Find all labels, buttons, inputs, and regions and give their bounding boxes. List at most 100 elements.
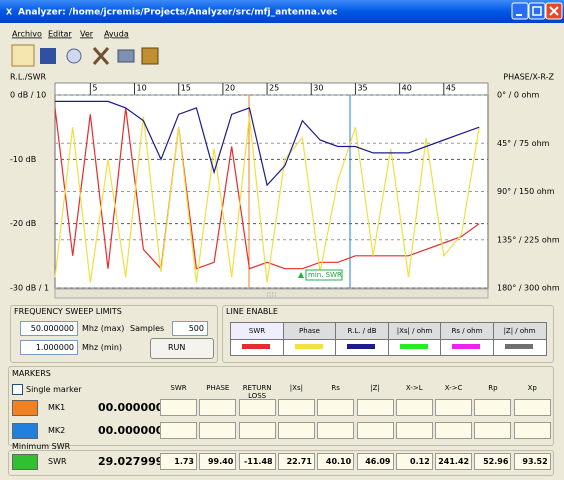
y-axis-title: R.L./SWR <box>10 73 47 82</box>
marker-swatch[interactable] <box>12 423 38 439</box>
column-header: |Z| <box>370 384 380 392</box>
print-button[interactable] <box>117 49 135 63</box>
legend-header: |Z| / ohm <box>492 322 547 340</box>
value-cell <box>277 422 315 439</box>
y2-tick-label: 0° / 0 ohm <box>497 91 539 100</box>
marker-name: SWR <box>48 457 67 466</box>
value-cell: 0.12 <box>395 453 433 470</box>
help-button[interactable] <box>66 48 82 64</box>
sweep-title: FREQUENCY SWEEP LIMITS <box>14 307 122 316</box>
open-button[interactable] <box>11 44 35 67</box>
min-swr-icon <box>298 272 304 278</box>
value-cell: 22.71 <box>277 453 315 470</box>
x-tick-label: 35 <box>357 84 367 93</box>
value-cell <box>513 422 551 439</box>
line-enable-panel <box>222 305 554 363</box>
maximize-button[interactable] <box>528 2 546 20</box>
value-cell <box>395 399 433 416</box>
x-tick-label: 20 <box>225 84 235 93</box>
value-cell <box>238 422 276 439</box>
markers-title: MARKERS <box>12 369 51 378</box>
column-header: Xp <box>527 384 537 392</box>
samples-input[interactable]: 500 <box>172 321 208 336</box>
value-cell: 1.73 <box>160 453 197 470</box>
legend-header: Phase <box>282 322 337 340</box>
marker-name: MK2 <box>48 426 66 435</box>
value-cell <box>238 399 276 416</box>
menu-item[interactable]: Editar <box>48 30 72 39</box>
value-cell <box>160 422 197 439</box>
max-unit: Mhz (max) <box>82 324 125 333</box>
legend-swatch <box>504 344 533 349</box>
marker-swatch[interactable] <box>12 400 38 416</box>
value-cell <box>356 399 394 416</box>
markers-panel <box>8 366 554 446</box>
x-tick-label: 10 <box>137 84 147 93</box>
menu-item[interactable]: Ayuda <box>104 30 129 39</box>
column-header: PHASE <box>206 384 230 392</box>
min-input[interactable]: 1.000000 <box>20 340 78 355</box>
line-enable-title: LINE ENABLE <box>226 307 278 316</box>
min-swr-title: Minimum SWR <box>12 442 71 451</box>
marker-frequency: 00.000000 <box>98 401 164 414</box>
samples-label: Samples <box>130 324 165 333</box>
legend-header: R.L. / dB <box>335 322 389 340</box>
x-tick-label: 15 <box>181 84 191 93</box>
legend-swatch <box>294 344 323 349</box>
value-cell <box>435 422 473 439</box>
series-line <box>55 100 480 187</box>
value-cell <box>474 399 512 416</box>
run-button[interactable] <box>150 338 214 359</box>
resize-grip: :::: <box>266 290 277 299</box>
legend-header: |Xs| / ohm <box>387 322 442 340</box>
value-cell <box>513 399 551 416</box>
y2-tick-label: 180° / 300 ohm <box>497 284 560 293</box>
single-marker-label: Single marker <box>26 385 82 394</box>
y2-axis-title: PHASE/X-R-Z <box>503 73 554 82</box>
column-header: RETURN LOSS <box>242 384 272 400</box>
x-tick-label: 25 <box>269 84 279 93</box>
window-title: Analyzer: /home/jcremis/Projects/Analyze… <box>18 8 338 18</box>
legend-header: Rs / ohm <box>440 322 494 340</box>
value-cell <box>317 422 355 439</box>
resize-strip[interactable] <box>54 288 489 299</box>
marker-name: MK1 <box>48 403 66 412</box>
value-cell: 93.52 <box>513 453 551 470</box>
sweep-panel <box>10 305 218 363</box>
run-label: RUN <box>168 343 186 352</box>
max-input[interactable]: 50.000000 <box>20 321 78 336</box>
y2-tick-label: 90° / 150 ohm <box>497 187 555 196</box>
value-cell: 40.10 <box>317 453 355 470</box>
value-cell: 52.96 <box>474 453 512 470</box>
menu-bar: Archivo Editar Ver Ayuda <box>12 30 129 39</box>
menu-item[interactable]: Ver <box>80 30 94 39</box>
settings-button[interactable] <box>92 47 110 65</box>
minimize-button[interactable] <box>511 2 529 20</box>
value-cell: 241.42 <box>435 453 473 470</box>
app-icon: X <box>6 8 13 17</box>
value-cell: 99.40 <box>199 453 237 470</box>
series-line <box>54 116 480 283</box>
value-cell: 46.09 <box>356 453 394 470</box>
maximize-glyph <box>532 6 542 16</box>
y-tick-label: 0 dB / 10 <box>10 91 46 100</box>
y-tick-label: -10 dB <box>10 155 36 164</box>
single-marker-checkbox[interactable] <box>12 384 23 395</box>
legend-swatch <box>347 344 375 349</box>
value-cell <box>199 422 237 439</box>
save-button[interactable] <box>40 48 56 64</box>
menu-item[interactable]: Archivo <box>12 30 42 39</box>
x-tick-label: 30 <box>313 84 323 93</box>
column-header: Rs <box>331 384 340 392</box>
toolbar <box>11 44 159 67</box>
title-bar <box>0 0 564 23</box>
min-swr-panel <box>8 450 554 476</box>
exit-button[interactable] <box>141 47 159 65</box>
column-header: SWR <box>170 384 187 392</box>
marker-swatch[interactable] <box>12 454 38 470</box>
y2-tick-label: 45° / 75 ohm <box>497 139 550 148</box>
value-cell <box>356 422 394 439</box>
value-cell <box>317 399 355 416</box>
column-header: X->L <box>405 384 423 392</box>
